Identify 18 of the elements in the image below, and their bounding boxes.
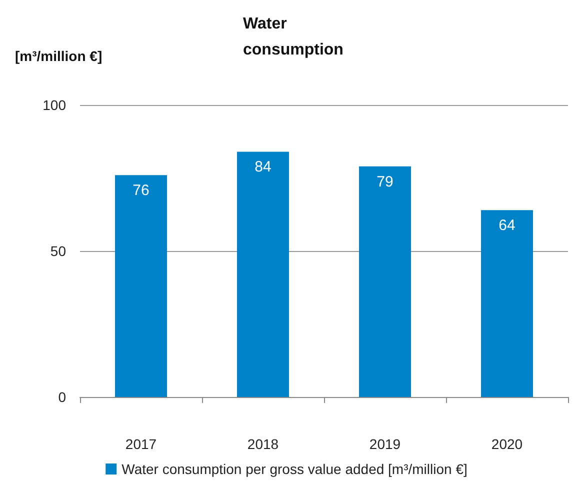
y-axis-title: [m³/million €]: [15, 48, 102, 64]
y-tick-label: 0: [58, 389, 66, 405]
y-tick-label: 50: [50, 243, 66, 259]
x-tick-label: 2017: [125, 436, 157, 452]
x-tick-label: 2019: [369, 436, 401, 452]
bar: [115, 175, 167, 397]
y-tick-label: 100: [42, 97, 66, 113]
bar: [481, 210, 533, 397]
chart-title: Water consumption: [243, 16, 344, 58]
x-tick-label: 2018: [247, 436, 279, 452]
bar: [237, 152, 289, 397]
legend-label: Water consumption per gross value added [m³/million €]: [122, 461, 468, 477]
data-label: 76: [132, 182, 150, 200]
data-label: 84: [254, 158, 272, 176]
data-label: 64: [498, 217, 516, 234]
bar: [359, 166, 411, 397]
x-tick-label: 2020: [491, 436, 523, 452]
data-label: 79: [376, 173, 394, 190]
